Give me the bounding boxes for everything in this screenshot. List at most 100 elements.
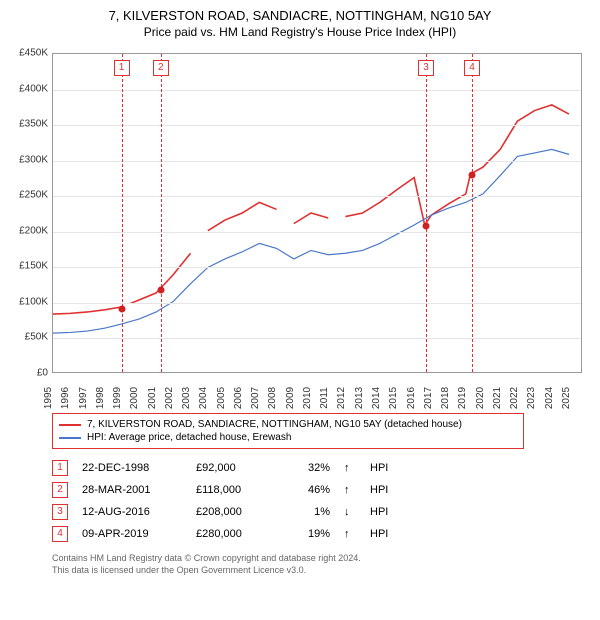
marker-dot — [118, 305, 125, 312]
event-number: 1 — [52, 460, 68, 476]
marker-line — [161, 54, 162, 372]
x-tick-label: 2005 — [216, 387, 234, 409]
legend-swatch — [59, 424, 81, 426]
event-date: 22-DEC-1998 — [82, 462, 182, 474]
line-series — [53, 54, 581, 372]
x-tick-label: 2002 — [164, 387, 182, 409]
event-row: 1 22-DEC-1998 £92,000 32% ↑ HPI — [52, 457, 524, 479]
x-tick-label: 1995 — [43, 387, 61, 409]
event-row: 2 28-MAR-2001 £118,000 46% ↑ HPI — [52, 479, 524, 501]
y-tick-label: £200K — [8, 225, 48, 236]
events-table: 1 22-DEC-1998 £92,000 32% ↑ HPI 2 28-MAR-2001 £1… — [52, 457, 524, 545]
x-tick-label: 2022 — [509, 387, 527, 409]
y-tick-label: £250K — [8, 190, 48, 201]
marker-line — [426, 54, 427, 372]
marker-line — [472, 54, 473, 372]
event-number: 2 — [52, 482, 68, 498]
arrow-icon: ↓ — [344, 506, 356, 518]
x-tick-label: 2015 — [388, 387, 406, 409]
event-date: 12-AUG-2016 — [82, 506, 182, 518]
event-row: 4 09-APR-2019 £280,000 19% ↑ HPI — [52, 523, 524, 545]
legend-label: 7, KILVERSTON ROAD, SANDIACRE, NOTTINGHA… — [87, 419, 462, 430]
x-tick-label: 1998 — [95, 387, 113, 409]
x-tick-label: 1999 — [112, 387, 130, 409]
footer: Contains HM Land Registry data © Crown c… — [52, 553, 524, 576]
legend-swatch — [59, 437, 81, 439]
marker-line — [122, 54, 123, 372]
x-tick-label: 2014 — [371, 387, 389, 409]
event-number: 4 — [52, 526, 68, 542]
footer-line: Contains HM Land Registry data © Crown c… — [52, 553, 524, 565]
x-tick-label: 2020 — [475, 387, 493, 409]
x-tick-label: 2009 — [285, 387, 303, 409]
y-tick-label: £0 — [8, 368, 48, 379]
event-ref: HPI — [370, 462, 388, 474]
y-tick-label: £350K — [8, 119, 48, 130]
y-tick-label: £100K — [8, 296, 48, 307]
x-tick-label: 2025 — [561, 387, 579, 409]
y-tick-label: £400K — [8, 83, 48, 94]
y-tick-label: £150K — [8, 261, 48, 272]
x-tick-label: 2011 — [319, 387, 337, 409]
x-tick-label: 2003 — [181, 387, 199, 409]
marker-label: 2 — [153, 60, 169, 76]
x-tick-label: 2024 — [544, 387, 562, 409]
x-tick-label: 2010 — [302, 387, 320, 409]
event-pct: 32% — [290, 462, 330, 474]
marker-dot — [468, 171, 475, 178]
footer-line: This data is licensed under the Open Gov… — [52, 565, 524, 577]
marker-label: 3 — [418, 60, 434, 76]
x-tick-label: 2004 — [198, 387, 216, 409]
arrow-icon: ↑ — [344, 484, 356, 496]
x-tick-label: 2013 — [354, 387, 372, 409]
event-date: 28-MAR-2001 — [82, 484, 182, 496]
x-tick-label: 2023 — [526, 387, 544, 409]
x-tick-label: 1996 — [60, 387, 78, 409]
event-pct: 1% — [290, 506, 330, 518]
arrow-icon: ↑ — [344, 462, 356, 474]
event-ref: HPI — [370, 484, 388, 496]
x-tick-label: 2019 — [457, 387, 475, 409]
x-tick-label: 2006 — [233, 387, 251, 409]
chart: £0 £50K £100K £150K £200K £250K £300K £350K £400… — [8, 47, 592, 407]
event-row: 3 12-AUG-2016 £208,000 1% ↓ HPI — [52, 501, 524, 523]
arrow-icon: ↑ — [344, 528, 356, 540]
event-ref: HPI — [370, 528, 388, 540]
event-price: £92,000 — [196, 462, 276, 474]
page-title: 7, KILVERSTON ROAD, SANDIACRE, NOTTINGHA… — [8, 8, 592, 23]
event-price: £118,000 — [196, 484, 276, 496]
x-tick-label: 2001 — [147, 387, 165, 409]
x-tick-label: 2012 — [336, 387, 354, 409]
series-line — [53, 149, 569, 333]
legend-item: 7, KILVERSTON ROAD, SANDIACRE, NOTTINGHA… — [59, 418, 517, 431]
x-tick-label: 2021 — [492, 387, 510, 409]
legend-label: HPI: Average price, detached house, Erew… — [87, 432, 291, 443]
x-tick-label: 2007 — [250, 387, 268, 409]
y-tick-label: £50K — [8, 332, 48, 343]
event-pct: 46% — [290, 484, 330, 496]
y-tick-label: £300K — [8, 154, 48, 165]
page-subtitle: Price paid vs. HM Land Registry's House … — [8, 25, 592, 39]
event-ref: HPI — [370, 506, 388, 518]
legend-item: HPI: Average price, detached house, Erew… — [59, 431, 517, 444]
series-line — [53, 105, 569, 314]
event-date: 09-APR-2019 — [82, 528, 182, 540]
event-price: £280,000 — [196, 528, 276, 540]
x-tick-label: 2016 — [406, 387, 424, 409]
x-tick-label: 2017 — [423, 387, 441, 409]
x-tick-label: 2008 — [267, 387, 285, 409]
event-pct: 19% — [290, 528, 330, 540]
x-tick-label: 2018 — [440, 387, 458, 409]
marker-dot — [423, 223, 430, 230]
legend: 7, KILVERSTON ROAD, SANDIACRE, NOTTINGHA… — [52, 413, 524, 449]
event-number: 3 — [52, 504, 68, 520]
y-tick-label: £450K — [8, 48, 48, 59]
plot-area: 1 2 3 4 — [52, 53, 582, 373]
x-axis-labels: 1995199619971998199920002001200220032004… — [52, 377, 582, 407]
marker-label: 1 — [114, 60, 130, 76]
x-tick-label: 1997 — [78, 387, 96, 409]
event-price: £208,000 — [196, 506, 276, 518]
marker-dot — [157, 287, 164, 294]
x-tick-label: 2000 — [129, 387, 147, 409]
marker-label: 4 — [464, 60, 480, 76]
